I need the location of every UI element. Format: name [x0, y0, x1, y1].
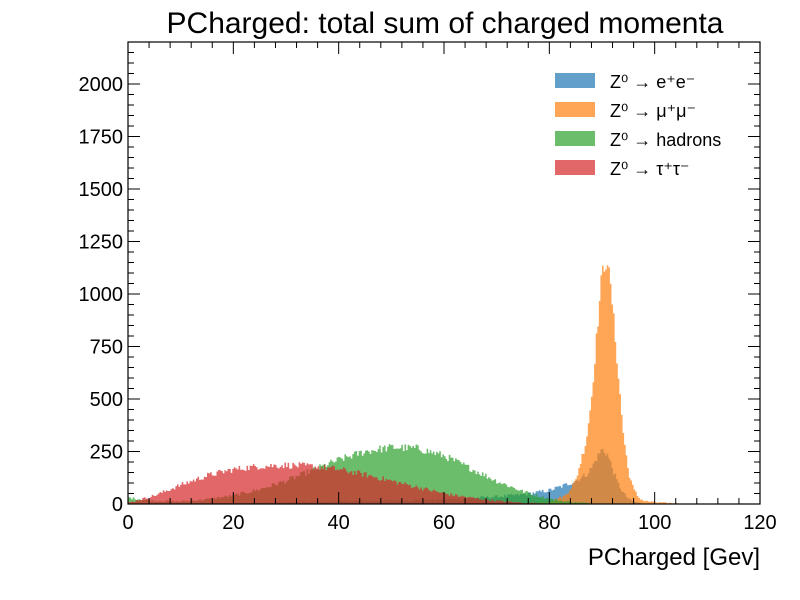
y-tick-label: 2000 [79, 74, 124, 96]
y-tick-label: 1000 [79, 284, 124, 306]
x-tick-label: 20 [222, 512, 244, 534]
legend-swatch [555, 131, 595, 146]
y-tick-label: 250 [90, 442, 123, 464]
legend-label: Z⁰ → hadrons [610, 130, 721, 150]
histogram-bars [128, 265, 760, 504]
x-axis-title: PCharged [Gev] [588, 544, 760, 571]
legend-swatch [555, 102, 595, 117]
axis-tick-labels: 0 20 40 60 80 100 120 0 250 500 750 1000 1250 1500 175… [79, 74, 777, 534]
x-tick-label: 120 [743, 512, 776, 534]
y-tick-label: 1750 [79, 127, 124, 149]
x-tick-label: 0 [122, 512, 133, 534]
chart-title: PCharged: total sum of charged momenta [167, 7, 724, 40]
x-tick-label: 60 [433, 512, 455, 534]
x-tick-label: 80 [538, 512, 560, 534]
legend: Z⁰ → e⁺e⁻ Z⁰ → μ⁺μ⁻ Z⁰ → hadrons Z⁰ → τ⁺τ⁻ [555, 72, 721, 179]
y-tick-label: 750 [90, 337, 123, 359]
histogram-series-3 [128, 462, 760, 504]
histogram-series-1 [128, 265, 760, 504]
x-tick-label: 100 [638, 512, 671, 534]
y-tick-label: 1250 [79, 232, 124, 254]
legend-swatch [555, 160, 595, 175]
axis-ticks [127, 41, 761, 505]
y-tick-label: 1500 [79, 179, 124, 201]
legend-label: Z⁰ → τ⁺τ⁻ [610, 159, 689, 179]
legend-label: Z⁰ → μ⁺μ⁻ [610, 101, 696, 121]
y-tick-label: 0 [112, 494, 123, 516]
legend-label: Z⁰ → e⁺e⁻ [610, 72, 695, 92]
y-tick-label: 500 [90, 389, 123, 411]
legend-swatch [555, 73, 595, 88]
x-tick-label: 40 [328, 512, 350, 534]
